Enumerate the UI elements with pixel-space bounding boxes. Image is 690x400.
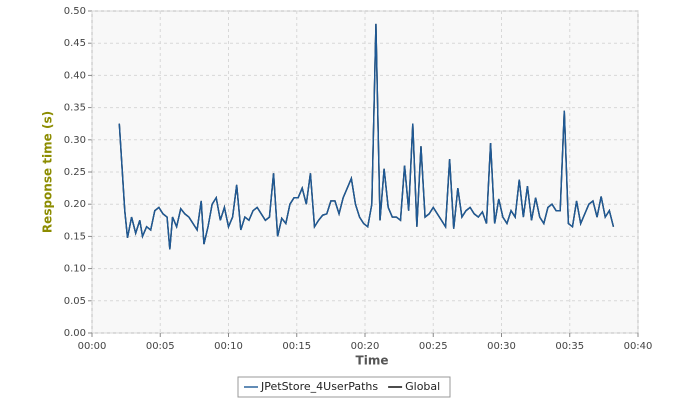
x-tick-label: 00:35 [555, 341, 584, 352]
x-tick-label: 00:30 [487, 341, 516, 352]
y-tick-label: 0.15 [64, 231, 86, 242]
x-tick-label: 00:05 [146, 341, 175, 352]
y-tick-label: 0.45 [64, 38, 86, 49]
y-tick-label: 0.40 [64, 70, 86, 81]
y-tick-label: 0.05 [64, 296, 86, 307]
x-tick-label: 00:10 [214, 341, 243, 352]
y-axis-label: Response time (s) [41, 111, 55, 233]
series-line [118, 23, 615, 250]
x-axis-label: Time [356, 354, 389, 368]
x-tick-label: 00:25 [419, 341, 448, 352]
x-tick-label: 00:40 [624, 341, 653, 352]
legend [237, 376, 451, 398]
x-tick-label: 00:15 [282, 341, 311, 352]
x-tick-label: 00:20 [351, 341, 380, 352]
y-tick-label: 0.00 [64, 328, 86, 339]
y-tick-label: 0.10 [64, 264, 86, 275]
legend-label: JPetStore_4UserPaths [260, 380, 378, 393]
y-tick-label: 0.50 [64, 6, 86, 17]
y-tick-label: 0.35 [64, 103, 86, 114]
y-tick-label: 0.20 [64, 199, 86, 210]
x-tick-label: 00:00 [78, 341, 107, 352]
y-tick-label: 0.30 [64, 135, 86, 146]
y-tick-label: 0.25 [64, 167, 86, 178]
legend-label: Global [405, 380, 440, 393]
